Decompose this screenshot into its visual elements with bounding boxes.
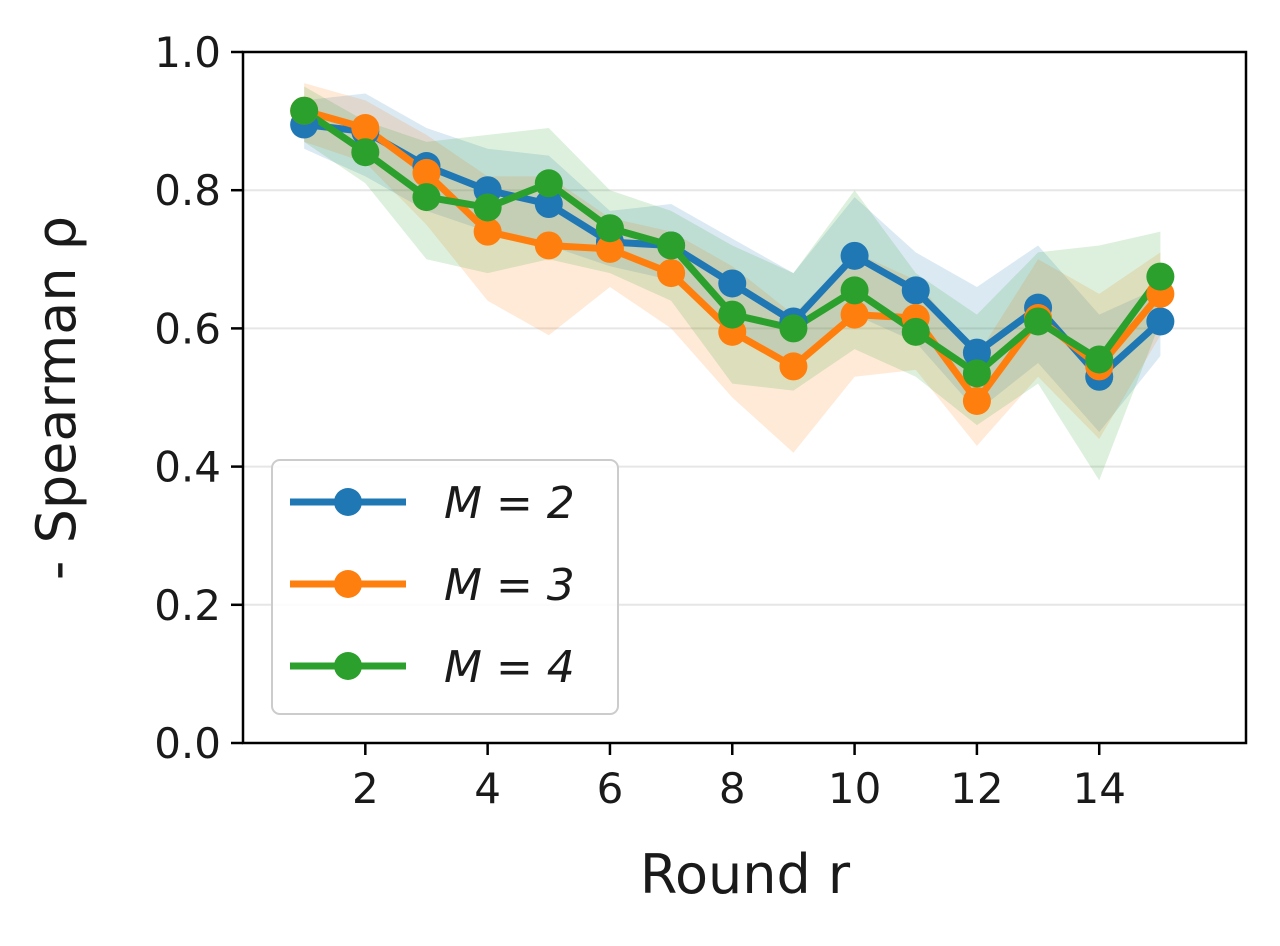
data-point: [595, 234, 624, 263]
legend-marker: [334, 570, 362, 598]
x-tick-label: 6: [597, 764, 624, 813]
x-tick-label: 2: [352, 764, 379, 813]
data-point: [412, 183, 441, 212]
plot-frame: [241, 50, 1248, 745]
data-point: [962, 359, 991, 388]
data-point: [901, 276, 930, 305]
legend-label: M = 4: [444, 642, 575, 693]
data-point: [840, 276, 869, 305]
x-tick-label: 8: [719, 764, 746, 813]
y-axis-title: - Spearman ρ: [25, 216, 88, 580]
data-point: [1146, 307, 1175, 336]
x-tick-label: 14: [1072, 764, 1125, 813]
data-point: [962, 386, 991, 415]
x-tick-label: 12: [950, 764, 1003, 813]
data-point: [657, 231, 686, 260]
y-tick-label: 0.0: [154, 719, 221, 768]
data-point: [718, 300, 747, 329]
data-point: [534, 231, 563, 260]
confidence-band: [304, 93, 1161, 433]
series-markers: [290, 96, 1175, 415]
data-point: [595, 214, 624, 243]
legend: M = 2 M = 3 M = 4: [271, 459, 619, 715]
x-tick-label: 4: [474, 764, 501, 813]
data-point: [290, 96, 319, 125]
y-tick-label: 1.0: [154, 28, 221, 77]
data-point: [1085, 345, 1114, 374]
y-tick-label: 0.6: [154, 304, 221, 353]
data-point: [534, 169, 563, 198]
legend-box: [271, 459, 619, 715]
data-point: [779, 352, 808, 381]
data-point: [1146, 262, 1175, 291]
data-point: [412, 158, 441, 187]
data-point: [1024, 307, 1053, 336]
legend-marker: [334, 488, 362, 516]
data-point: [657, 259, 686, 288]
y-tick-label: 0.4: [154, 443, 221, 492]
x-axis: 2 4 6 8 10 12 14: [352, 743, 1126, 813]
legend-label: M = 2: [444, 478, 575, 529]
data-point: [534, 190, 563, 219]
x-tick-label: 10: [828, 764, 881, 813]
data-point: [351, 138, 380, 167]
data-point: [351, 114, 380, 143]
data-point: [779, 314, 808, 343]
legend-marker: [334, 652, 362, 680]
data-point: [840, 300, 869, 329]
y-tick-label: 0.2: [154, 581, 221, 630]
data-point: [473, 217, 502, 246]
data-point: [718, 269, 747, 298]
y-tick-label: 0.8: [154, 166, 221, 215]
data-point: [840, 241, 869, 270]
data-point: [962, 338, 991, 367]
x-axis-title: Round r: [640, 843, 851, 906]
data-point: [901, 317, 930, 346]
y-axis: 0.0 0.2 0.4 0.6 0.8 1.0: [154, 28, 243, 768]
legend-label: M = 3: [444, 560, 575, 611]
data-point: [473, 193, 502, 222]
